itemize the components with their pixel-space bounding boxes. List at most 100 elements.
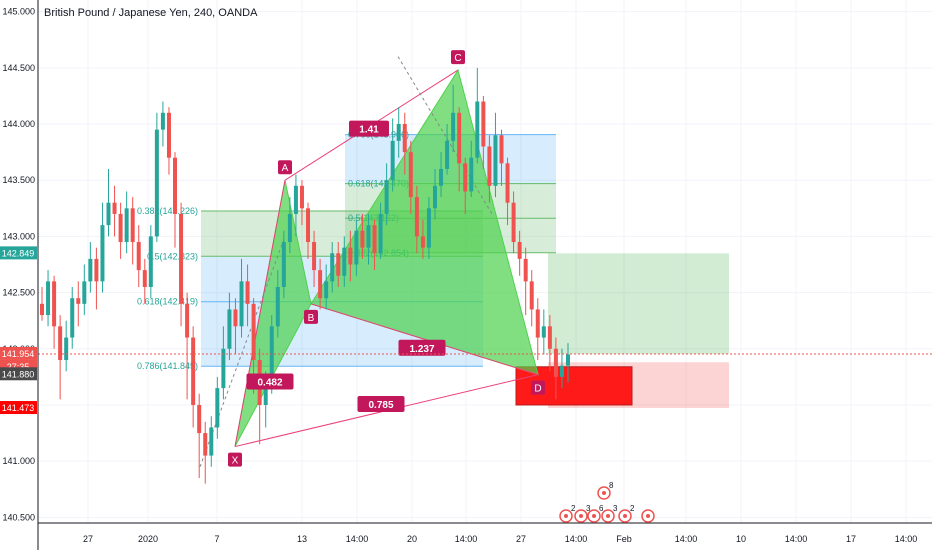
candle[interactable] — [209, 416, 214, 467]
candle[interactable] — [239, 258, 244, 338]
price-badge[interactable]: 141.880 — [0, 367, 37, 381]
candle[interactable] — [245, 264, 250, 327]
point-label-c[interactable]: C — [451, 50, 465, 65]
price-badge[interactable]: 141.473 — [0, 401, 37, 415]
ratio-label[interactable]: 1.41 — [349, 120, 389, 137]
candle[interactable] — [227, 292, 232, 361]
candle[interactable] — [94, 247, 99, 310]
candle[interactable] — [287, 197, 292, 254]
event-marker[interactable]: 8 — [597, 481, 614, 500]
candle[interactable] — [414, 185, 419, 254]
candle[interactable] — [342, 236, 347, 287]
candle[interactable] — [191, 326, 196, 428]
candle[interactable] — [517, 230, 522, 276]
candle[interactable] — [541, 309, 546, 355]
candle[interactable] — [499, 129, 504, 186]
candle[interactable] — [378, 202, 383, 259]
event-markers[interactable]: 2 3 6 3 2 8 — [559, 481, 655, 523]
candle[interactable] — [324, 264, 329, 310]
candle[interactable] — [203, 421, 208, 484]
ratio-label[interactable]: 1.237 — [398, 339, 446, 356]
event-marker[interactable] — [641, 509, 655, 523]
candle[interactable] — [396, 107, 401, 158]
candle[interactable] — [281, 230, 286, 299]
candle[interactable] — [52, 275, 57, 349]
candle[interactable] — [130, 197, 135, 265]
ratio-label[interactable]: 0.785 — [357, 395, 405, 412]
pattern-overlay[interactable]: X A B C D 1.41 0.482 1.237 0.785 — [38, 50, 932, 467]
candle[interactable] — [233, 298, 238, 355]
candle[interactable] — [487, 135, 492, 203]
candle[interactable] — [426, 197, 431, 259]
candle[interactable] — [330, 242, 335, 293]
candle[interactable] — [348, 230, 353, 282]
candle[interactable] — [299, 180, 304, 226]
candle[interactable] — [142, 258, 147, 304]
candle[interactable] — [390, 118, 395, 192]
candle[interactable] — [148, 225, 153, 299]
candle[interactable] — [58, 315, 63, 400]
event-marker[interactable]: 2 — [559, 504, 576, 523]
candle[interactable] — [173, 152, 178, 248]
event-marker[interactable]: 3 — [574, 504, 591, 523]
candle[interactable] — [420, 219, 425, 259]
candle[interactable] — [215, 376, 220, 439]
candle[interactable] — [384, 163, 389, 226]
candle[interactable] — [432, 168, 437, 220]
candle[interactable] — [366, 213, 371, 265]
candle[interactable] — [112, 185, 117, 237]
candle[interactable] — [179, 202, 184, 327]
event-marker[interactable]: 2 — [618, 504, 635, 523]
candle[interactable] — [154, 112, 159, 243]
candle[interactable] — [451, 84, 456, 153]
candle[interactable] — [505, 157, 510, 226]
candle[interactable] — [76, 281, 81, 327]
candle[interactable] — [529, 270, 534, 327]
ratio-label[interactable]: 0.482 — [246, 373, 294, 390]
point-label-a[interactable]: A — [278, 160, 292, 175]
candle[interactable] — [523, 247, 528, 316]
price-badge[interactable]: 141.954 — [0, 346, 37, 360]
candle[interactable] — [185, 292, 190, 400]
candle[interactable] — [106, 168, 111, 237]
candle[interactable] — [445, 124, 450, 175]
candle[interactable] — [469, 140, 474, 198]
candle[interactable] — [221, 326, 226, 400]
candle[interactable] — [166, 107, 171, 175]
candle[interactable] — [160, 101, 165, 147]
candle[interactable] — [457, 107, 462, 192]
candle[interactable] — [336, 242, 341, 287]
candle[interactable] — [535, 298, 540, 361]
candle[interactable] — [360, 213, 365, 259]
candle[interactable] — [312, 230, 317, 287]
candle[interactable] — [136, 225, 141, 287]
candle[interactable] — [82, 264, 87, 316]
candle[interactable] — [511, 191, 516, 254]
candle[interactable] — [275, 270, 280, 338]
candle[interactable] — [402, 112, 407, 175]
candle[interactable] — [354, 219, 359, 276]
point-label-d[interactable]: D — [531, 380, 545, 395]
candle[interactable] — [372, 219, 377, 271]
candle[interactable] — [118, 202, 123, 259]
candle[interactable] — [439, 152, 444, 198]
candle[interactable] — [463, 157, 468, 214]
candle[interactable] — [40, 286, 44, 321]
candle[interactable] — [566, 343, 570, 383]
candle[interactable] — [46, 270, 51, 327]
point-label-x[interactable]: X — [228, 452, 242, 467]
point-label-b[interactable]: B — [304, 309, 318, 324]
candle[interactable] — [475, 67, 480, 164]
candle[interactable] — [100, 202, 105, 293]
candle[interactable] — [70, 286, 75, 349]
candle[interactable] — [559, 348, 564, 389]
candle[interactable] — [293, 174, 298, 237]
candle[interactable] — [124, 191, 129, 254]
candle[interactable] — [318, 258, 323, 310]
candle[interactable] — [553, 337, 558, 400]
candle[interactable] — [306, 202, 311, 259]
candle[interactable] — [408, 140, 413, 214]
candle[interactable] — [493, 112, 498, 198]
